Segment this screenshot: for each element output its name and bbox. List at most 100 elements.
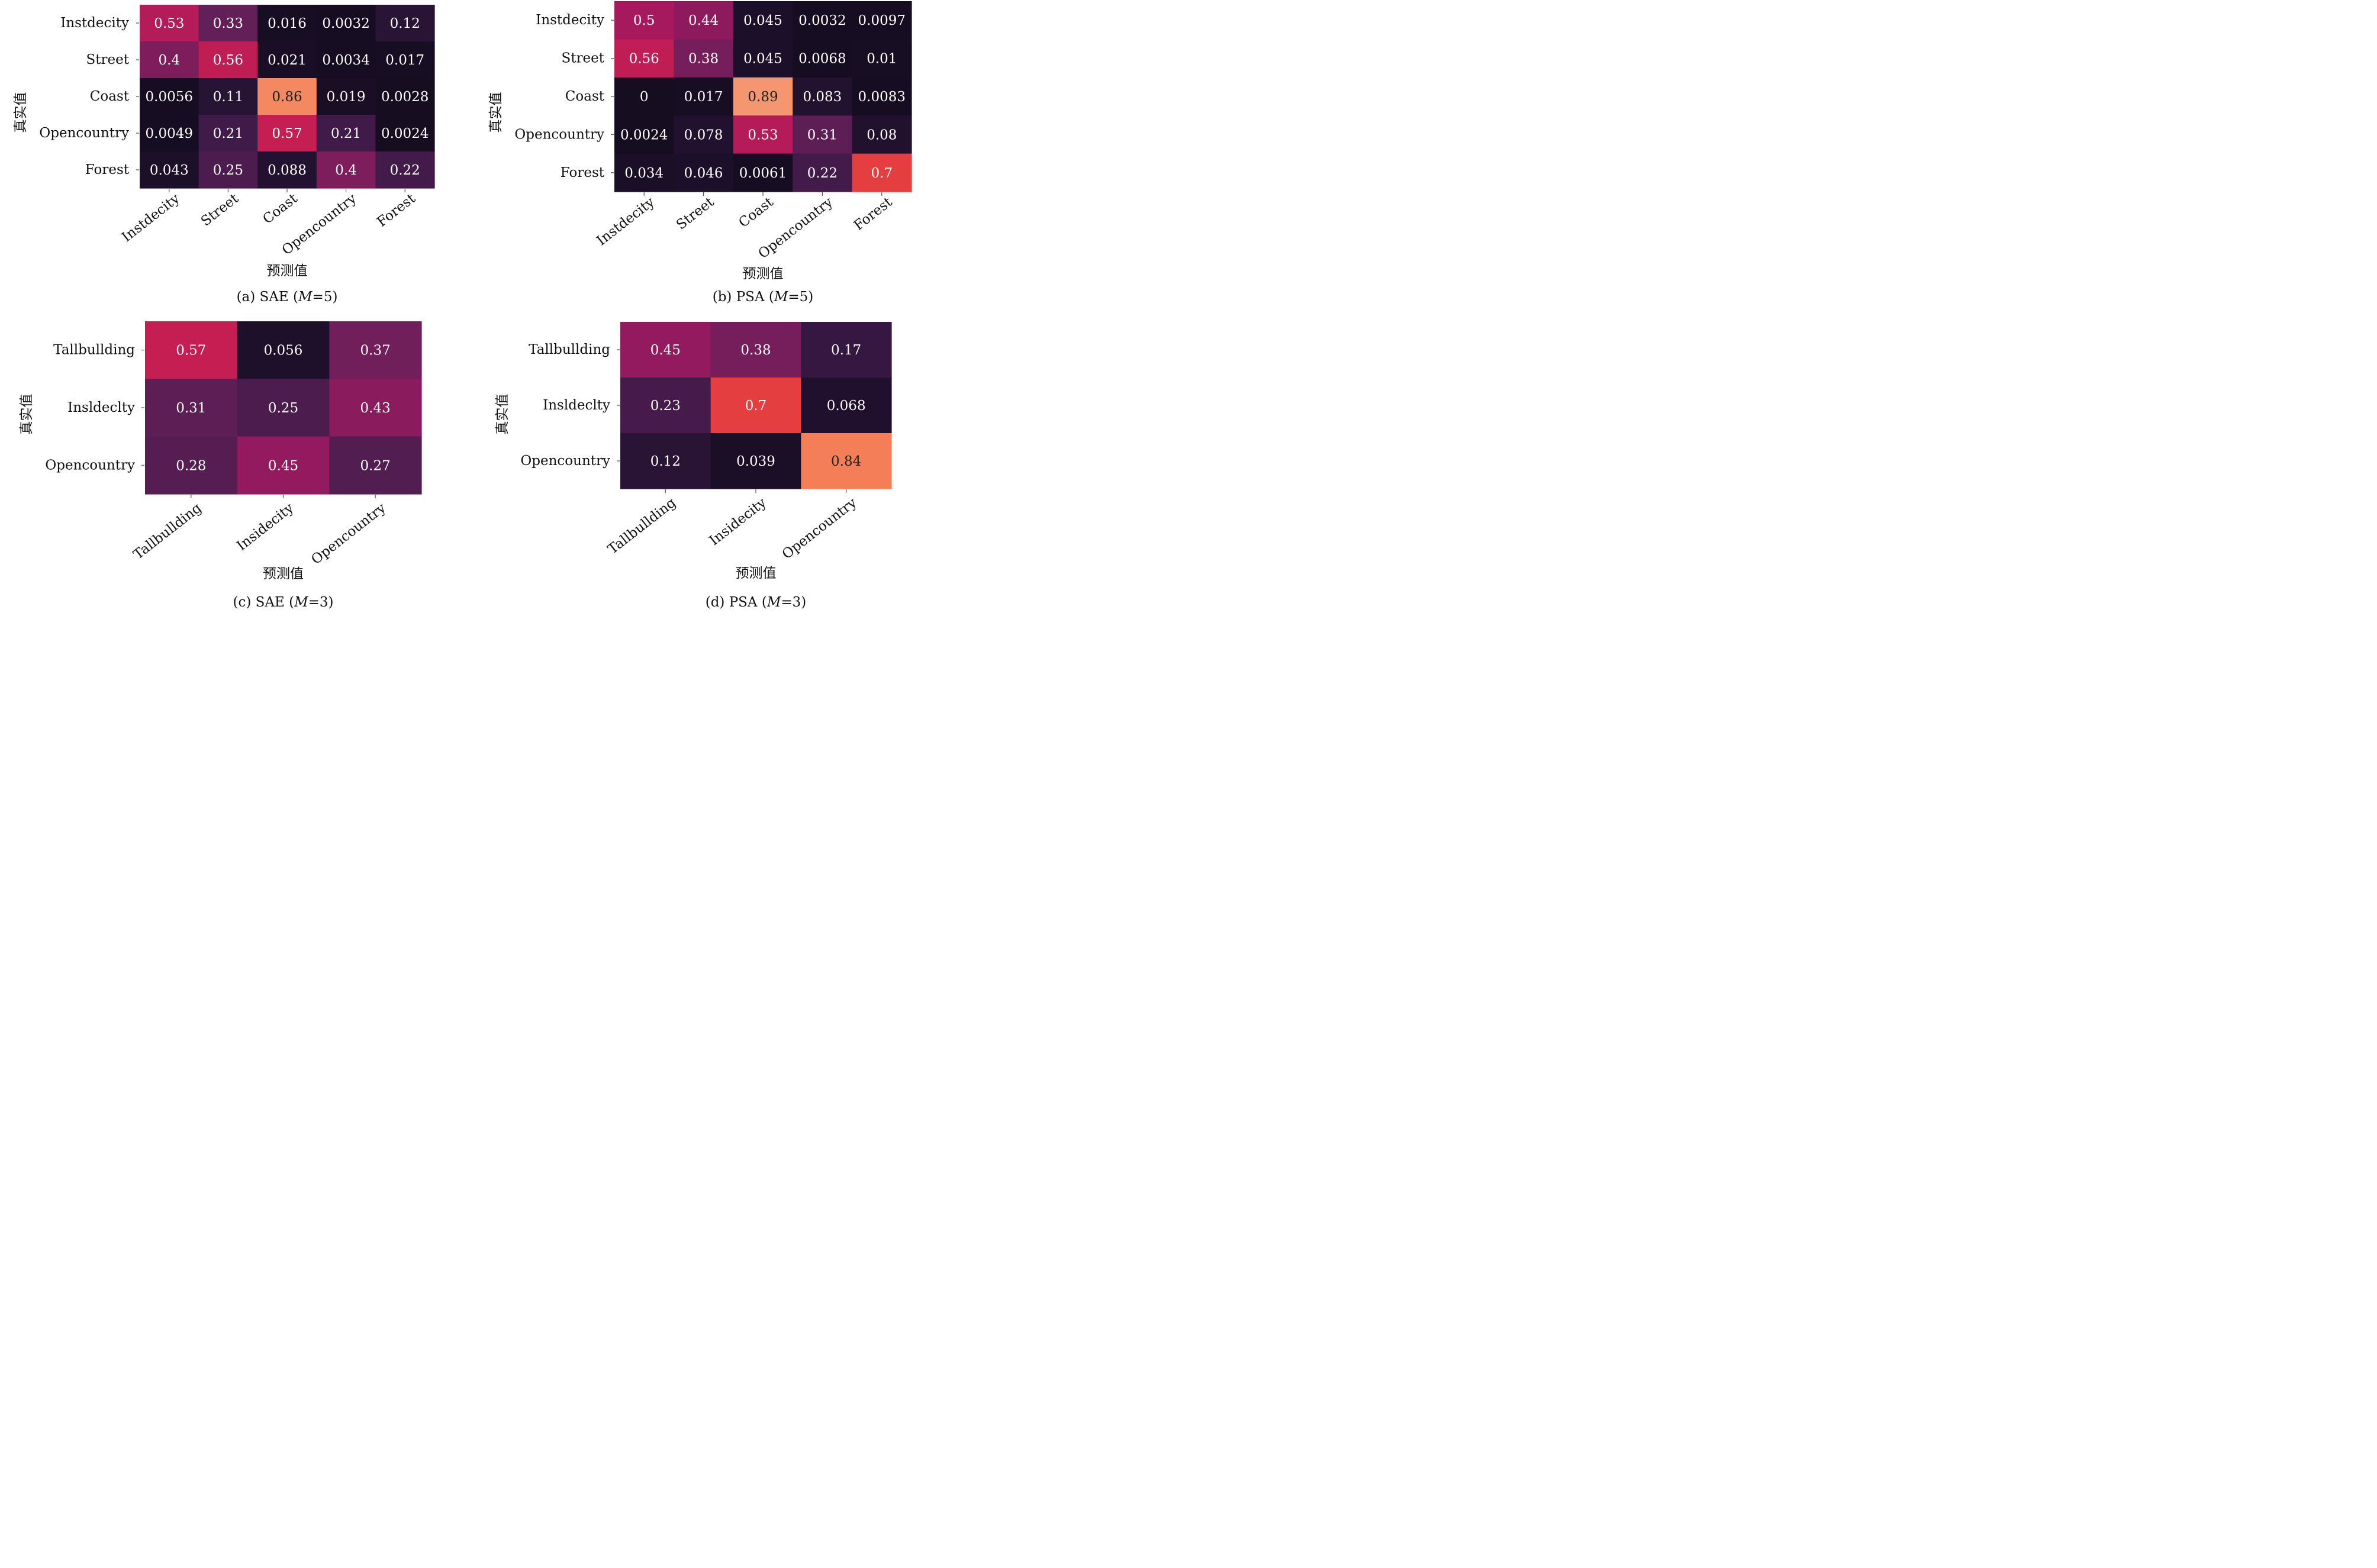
heatmap-cell: [257, 115, 317, 152]
cell-value-label: 0.89: [748, 89, 778, 105]
x-tick-label: Street: [674, 194, 717, 233]
x-tick-label: Coast: [260, 191, 301, 227]
heatmap-cell: [733, 77, 793, 116]
heatmap-cell: [140, 78, 199, 115]
y-tick-label: Forest: [85, 162, 130, 178]
cell-value-label: 0.7: [871, 166, 893, 181]
cell-value-label: 0.08: [867, 127, 897, 143]
x-axis-label: 预测值: [267, 263, 308, 279]
cell-value-label: 0.0024: [381, 126, 429, 141]
heatmap-cell: [329, 321, 422, 379]
cell-value-label: 0.21: [213, 126, 243, 141]
cell-value-label: 0.38: [688, 51, 719, 67]
y-tick-label: Tallbullding: [529, 342, 610, 357]
cell-value-label: 0.0032: [798, 13, 846, 28]
cell-value-label: 0.017: [684, 89, 723, 105]
heatmap-cell: [852, 39, 912, 78]
cell-value-label: 0.045: [743, 13, 782, 28]
y-tick-label: Tallbullding: [53, 343, 135, 358]
y-tick-label: Street: [86, 52, 130, 67]
heatmap-cell: [375, 115, 435, 152]
heatmap-cell: [620, 322, 711, 378]
cell-value-label: 0.31: [807, 127, 838, 143]
heatmap-cell: [237, 321, 330, 379]
cell-value-label: 0.12: [390, 16, 420, 31]
y-tick-label: Opencountry: [520, 453, 610, 469]
cell-value-label: 0.078: [684, 127, 723, 143]
y-tick-label: Forest: [561, 165, 605, 180]
x-axis-label: 预测值: [736, 566, 777, 581]
cell-value-label: 0.046: [684, 166, 723, 181]
heatmap-cell: [733, 115, 793, 154]
x-tick-label: Forest: [851, 194, 896, 234]
y-axis-label: 真实值: [19, 394, 34, 435]
cell-value-label: 0.088: [268, 163, 307, 178]
heatmap-cell: [198, 41, 258, 79]
x-tick-label: Forest: [374, 191, 418, 230]
x-tick-label: Street: [198, 191, 242, 230]
heatmap-cell: [257, 151, 317, 189]
x-tick-label: Opencountry: [308, 501, 388, 568]
subfigure-caption: (d) PSA (M=3): [706, 595, 807, 610]
heatmap-cell: [801, 322, 892, 378]
x-tick-label: Coast: [736, 194, 777, 231]
y-tick-label: Opencountry: [514, 127, 604, 142]
cell-value-label: 0.84: [831, 454, 861, 469]
heatmap-cell: [710, 433, 801, 489]
cell-value-label: 0.11: [213, 89, 243, 105]
cell-value-label: 0.7: [745, 398, 767, 414]
cell-value-label: 0.045: [743, 51, 782, 67]
x-tick-label: Insidecity: [234, 501, 297, 554]
heatmap-cell: [375, 41, 435, 79]
cell-value-label: 0.25: [268, 401, 298, 416]
confusion-matrix-panel: 0.5 0.44 0.045 0.0032 0.0097 0.56 0.38 0.045 0.0…: [488, 1, 912, 305]
x-tick-label: Tallbullding: [605, 495, 679, 557]
heatmap-cell: [852, 1, 912, 40]
heatmap-cell: [614, 153, 674, 192]
y-tick-label: Coast: [565, 89, 605, 104]
cell-value-label: 0.45: [268, 458, 298, 473]
heatmap-cell: [614, 77, 674, 116]
heatmap-cell: [198, 5, 258, 42]
cell-value-label: 0.28: [176, 458, 206, 473]
cell-value-label: 0.0068: [798, 51, 846, 67]
heatmap-cell: [801, 378, 892, 434]
heatmap-cell: [316, 151, 376, 189]
heatmap-cell: [140, 5, 199, 42]
heatmap-cell: [145, 436, 238, 495]
cell-value-label: 0.53: [154, 16, 184, 31]
heatmap-cell: [674, 39, 734, 78]
cell-value-label: 0.0083: [858, 89, 906, 105]
heatmap-cell: [614, 1, 674, 40]
cell-value-label: 0.57: [272, 126, 302, 141]
cell-value-label: 0.21: [331, 126, 361, 141]
heatmap-cell: [140, 151, 199, 189]
y-tick-label: Instdecity: [60, 15, 129, 31]
x-axis-label: 预测值: [263, 566, 304, 582]
subfigure-caption: (b) PSA (M=5): [713, 289, 814, 305]
y-tick-label: Opencountry: [39, 125, 129, 141]
cell-value-label: 0.083: [803, 89, 842, 105]
y-tick-label: Street: [562, 51, 605, 66]
cell-value-label: 0.23: [650, 398, 681, 414]
heatmap-cell: [237, 436, 330, 495]
cell-value-label: 0.0049: [146, 126, 193, 141]
cell-value-label: 0.0028: [381, 89, 429, 105]
heatmap-cell: [145, 379, 238, 437]
heatmap-cell: [793, 1, 853, 40]
heatmap-cell: [257, 78, 317, 115]
cell-value-label: 0.01: [867, 51, 897, 67]
heatmap-cell: [375, 78, 435, 115]
y-axis-label: 真实值: [488, 92, 504, 133]
x-tick-label: Opencountry: [780, 495, 859, 563]
heatmap-cell: [710, 378, 801, 434]
cell-value-label: 0.021: [268, 53, 307, 68]
heatmap-cell: [852, 115, 912, 154]
cell-value-label: 0.12: [650, 454, 681, 469]
cell-value-label: 0.0032: [322, 16, 369, 31]
heatmap-cell: [198, 115, 258, 152]
heatmap-cell: [674, 115, 734, 154]
subfigure-caption: (a) SAE (M=5): [237, 289, 338, 305]
y-axis-label: 真实值: [495, 394, 510, 435]
heatmap-cell: [733, 153, 793, 192]
